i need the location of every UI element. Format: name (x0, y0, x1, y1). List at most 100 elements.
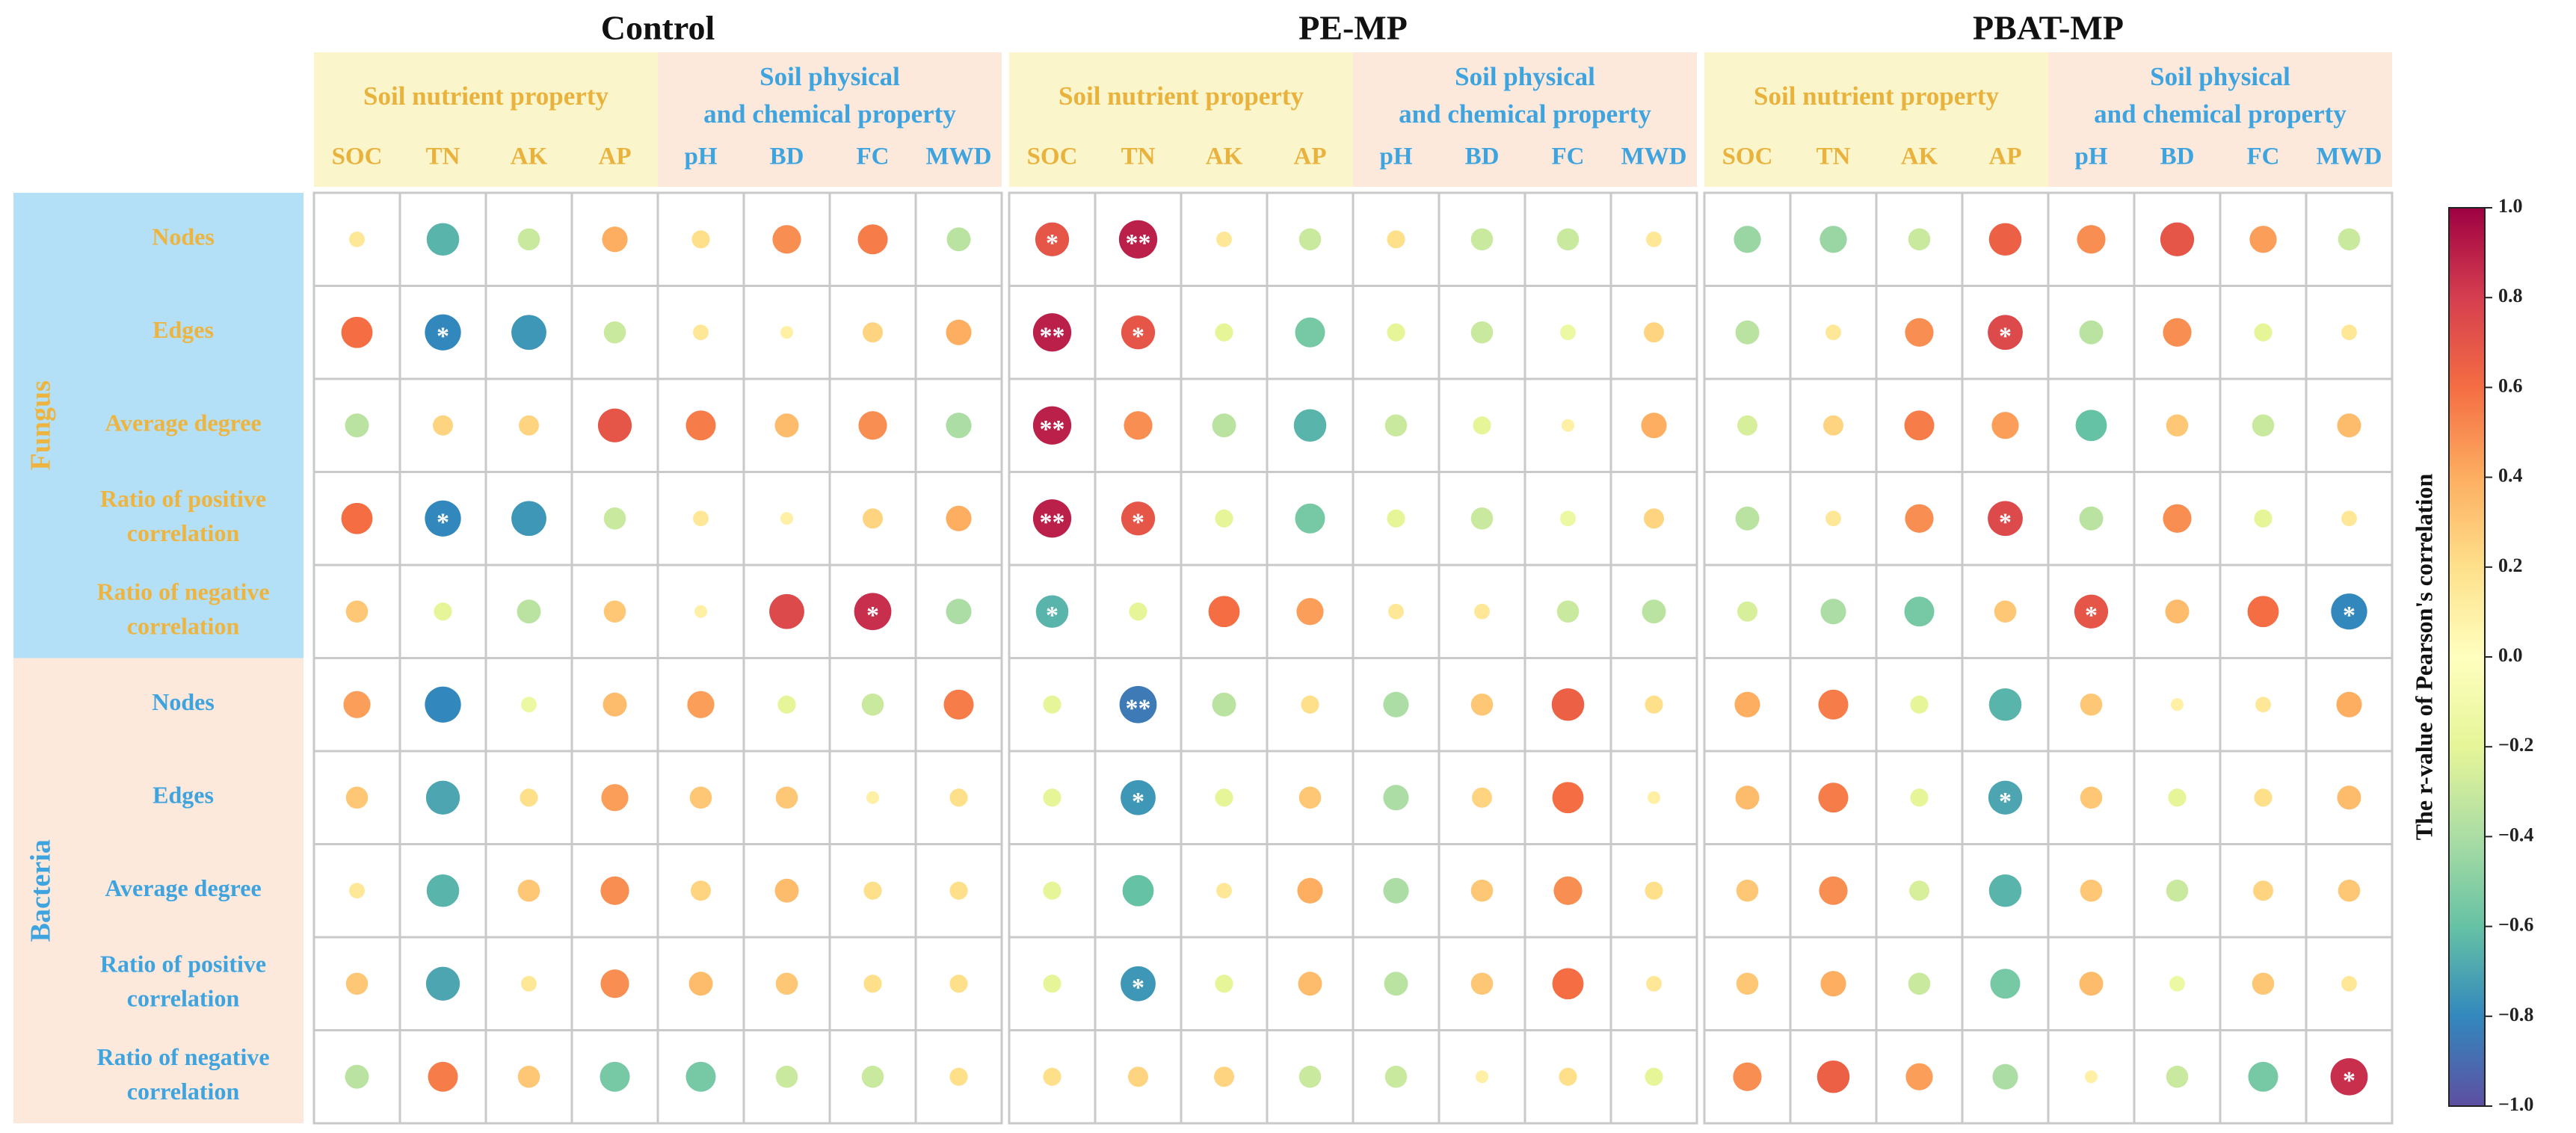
correlation-bubble (1988, 501, 2023, 537)
correlation-bubble (1647, 791, 1661, 804)
correlation-bubble (1904, 410, 1935, 441)
significance-mark: * (2085, 602, 2098, 629)
correlation-bubble (2253, 880, 2273, 901)
colorbar-title: The r-value of Pearson's correlation (2410, 474, 2437, 841)
correlation-bubble (1383, 877, 1409, 904)
correlation-bubble (1735, 785, 1760, 810)
significance-mark: ** (1040, 509, 1065, 537)
correlation-bubble (694, 605, 708, 618)
column-label-ph: pH (2074, 143, 2107, 170)
correlation-bubble (1818, 689, 1849, 720)
colorbar (2448, 207, 2486, 1107)
correlation-bubble (863, 975, 882, 993)
correlation-bubble (2163, 318, 2192, 347)
correlation-bubble (2160, 222, 2195, 256)
correlation-bubble (777, 695, 796, 714)
correlation-bubble (1475, 1070, 1489, 1084)
fungus-group-label: Fungus (25, 380, 57, 470)
correlation-bubble (2341, 510, 2357, 527)
correlation-bubble (780, 326, 794, 339)
correlation-bubble (425, 780, 460, 815)
column-label-soc: SOC (332, 143, 383, 170)
correlation-bubble (858, 411, 887, 440)
correlation-bubble (1734, 226, 1761, 253)
correlation-bubble (861, 693, 884, 716)
correlation-bubble (1388, 603, 1404, 620)
correlation-bubble (1644, 508, 1664, 529)
correlation-bubble (863, 508, 883, 529)
correlation-bubble (2079, 972, 2104, 996)
correlation-bubble (426, 223, 460, 256)
significance-mark: * (1132, 509, 1144, 537)
correlation-bubble (1122, 874, 1154, 907)
correlation-bubble (1473, 416, 1491, 435)
correlation-bubble (1560, 510, 1576, 527)
correlation-bubble (1991, 412, 2019, 439)
correlation-bubble (1121, 501, 1156, 536)
correlation-bubble (1556, 228, 1580, 251)
correlation-bubble (2077, 225, 2106, 254)
correlation-bubble (1470, 693, 1494, 716)
correlation-bubble (2080, 879, 2103, 902)
correlation-bubble (1296, 598, 1324, 626)
column-label-ak: AK (1901, 143, 1938, 170)
significance-mark: ** (1126, 229, 1151, 257)
correlation-bubble (2249, 226, 2277, 253)
correlation-bubble (1293, 409, 1327, 442)
correlation-bubble (1735, 320, 1760, 345)
correlation-bubble (2079, 320, 2104, 345)
correlation-bubble (1553, 876, 1583, 905)
correlation-bubble (1909, 880, 1929, 901)
panel-title: PE-MP (1298, 9, 1408, 47)
significance-mark: * (1132, 974, 1144, 1001)
significance-mark: ** (1040, 416, 1065, 443)
correlation-bubble (2254, 788, 2273, 807)
column-label-ap: AP (599, 143, 632, 170)
correlation-bubble (1032, 313, 1072, 352)
significance-mark: * (2343, 602, 2355, 629)
correlation-bubble (780, 512, 794, 525)
correlation-bubble (601, 784, 629, 812)
column-label-mwd: MWD (2317, 143, 2382, 170)
correlation-bubble (521, 975, 537, 992)
correlation-bubble (1818, 782, 1849, 813)
correlation-bubble (597, 408, 632, 442)
correlation-bubble (1737, 601, 1757, 622)
column-label-ap: AP (1989, 143, 2022, 170)
grid-cell (1961, 657, 2050, 753)
correlation-bubble (1043, 881, 1061, 900)
column-label-fc: FC (1552, 143, 1585, 170)
correlation-bubble (511, 315, 546, 351)
correlation-bubble (602, 226, 628, 253)
correlation-bubble (2341, 975, 2357, 992)
physchem-group-label: Soil physical (759, 62, 900, 91)
correlation-bubble (1121, 966, 1156, 1001)
colorbar-tick-label: 0.2 (2498, 555, 2523, 576)
correlation-bubble (1645, 881, 1663, 900)
column-label-bd: BD (770, 143, 804, 170)
correlation-bubble (2084, 1070, 2098, 1084)
correlation-bubble (1298, 972, 1322, 996)
correlation-bubble (603, 600, 626, 623)
correlation-bubble (1212, 413, 1236, 438)
bacteria-group-label: Bacteria (25, 839, 57, 942)
correlation-bubble (1910, 695, 1929, 714)
correlation-bubble (1645, 695, 1663, 714)
correlation-bubble (2331, 593, 2367, 630)
correlation-bubble (1129, 602, 1147, 621)
correlation-bubble (345, 1064, 369, 1089)
correlation-bubble (863, 881, 882, 900)
correlation-bubble (1551, 688, 1585, 721)
correlation-bubble (2166, 414, 2189, 437)
correlation-bubble (1043, 788, 1061, 807)
correlation-bubble (2165, 599, 2190, 624)
correlation-bubble (1043, 975, 1061, 993)
row-label: Nodes (152, 223, 215, 250)
correlation-bubble (1988, 780, 2023, 815)
correlation-bubble (1297, 877, 1323, 904)
correlation-bubble (1384, 972, 1408, 996)
correlation-bubble (425, 500, 461, 537)
row-label: correlation (127, 1078, 240, 1105)
grid-cell (828, 1029, 917, 1125)
correlation-bubble (1825, 324, 1841, 341)
